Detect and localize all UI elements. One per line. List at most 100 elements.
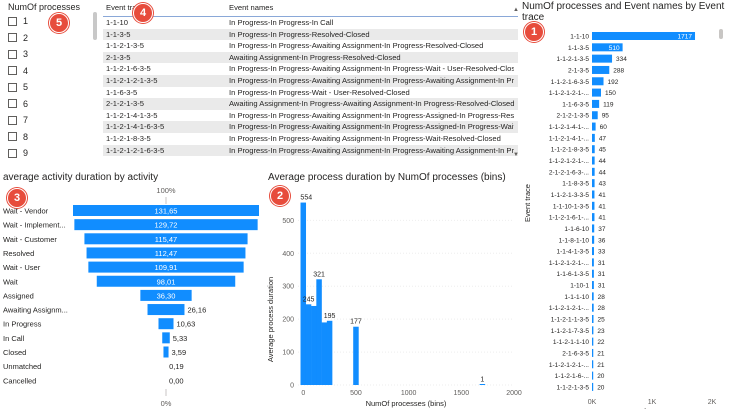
bar bbox=[592, 54, 613, 63]
bar-category-label: 1-1-2-1-1-3-5 bbox=[551, 317, 590, 324]
funnel-category-label: Cancelled bbox=[3, 376, 36, 385]
funnel-value-label: 109,91 bbox=[155, 263, 178, 272]
table-row[interactable]: 1-1-2-1-2-1-6-3-5 In Progress-In Progress… bbox=[103, 144, 518, 157]
bar-value-label: 28 bbox=[598, 305, 606, 312]
event-trace-cell: 1-1-2-1-2-1-6-3-5 bbox=[106, 145, 165, 155]
funnel-top-label: 100% bbox=[156, 186, 176, 195]
checkbox[interactable] bbox=[8, 16, 17, 26]
column-bar bbox=[300, 202, 307, 385]
bar-value-label: 334 bbox=[616, 56, 627, 63]
y-tick-label: 200 bbox=[282, 317, 294, 324]
slicer-item-label: 2 bbox=[23, 32, 29, 43]
event-names-cell: In Progress-In Progress-Resolved-Closed bbox=[229, 29, 370, 39]
chart-scrollbar-thumb[interactable] bbox=[719, 29, 723, 39]
funnel-bar bbox=[96, 275, 236, 287]
table-row[interactable]: 1-1-6-3-5 In Progress-In Progress-Wait - … bbox=[103, 87, 518, 99]
funnel-category-label: Assigned bbox=[3, 291, 34, 300]
checkbox[interactable] bbox=[8, 66, 17, 75]
funnel-category-label: Wait - Vendor bbox=[3, 207, 49, 216]
slicer-scrollbar[interactable] bbox=[93, 12, 97, 40]
table-row[interactable]: 1-1-2-1-2-1-3-5 In Progress-In Progress-A… bbox=[103, 75, 518, 87]
funnel-bottom-label: 0% bbox=[161, 399, 172, 408]
bar bbox=[592, 77, 604, 86]
funnel-value-label: 26,16 bbox=[187, 306, 206, 315]
slicer-item-4[interactable]: 4 bbox=[8, 65, 28, 77]
bar bbox=[592, 179, 595, 188]
y-tick-label: 0 bbox=[290, 383, 294, 390]
bar bbox=[592, 371, 594, 380]
bar bbox=[592, 382, 594, 391]
table-row[interactable]: 2-1-2-1-3-5 Awaiting Assignment-In Progre… bbox=[103, 98, 518, 110]
column-value-label: 195 bbox=[324, 313, 336, 320]
funnel-bar bbox=[84, 233, 248, 245]
funnel-bar bbox=[74, 219, 258, 231]
checkbox[interactable] bbox=[8, 82, 17, 92]
x-tick-label: 0 bbox=[301, 390, 305, 397]
event-names-cell: In Progress-In Progress-In Call bbox=[229, 18, 334, 27]
bar bbox=[592, 190, 595, 199]
bar-value-label: 1717 bbox=[678, 34, 693, 41]
slicer-item-7[interactable]: 7 bbox=[8, 114, 28, 126]
checkbox[interactable] bbox=[8, 115, 17, 125]
scroll-down-icon[interactable]: ▼ bbox=[513, 152, 519, 158]
x-tick-label: 1K bbox=[648, 399, 657, 406]
event-names-cell: In Progress-In Progress-Awaiting Assignm… bbox=[229, 110, 514, 120]
slicer-item-1[interactable]: 1 bbox=[8, 15, 28, 27]
bar-category-label: 1-1-2-1-3-3-5 bbox=[551, 192, 590, 199]
slicer-item-6[interactable]: 6 bbox=[8, 98, 28, 110]
table-row[interactable]: 1-1-2-1-4-1-6-3-5 In Progress-In Progress… bbox=[103, 121, 518, 133]
x-tick-label: 2K bbox=[708, 399, 717, 406]
table-header: Event trace Event names bbox=[103, 0, 518, 17]
chart-title-event-trace: NumOf processes and Event names by Event… bbox=[522, 1, 725, 23]
event-trace-cell: 2-1-3-5 bbox=[106, 52, 131, 62]
process-duration-column-chart: 0 100 200 300 400 500 0 500 1000 1500 2000 554 245 32… bbox=[266, 195, 522, 408]
annotation-badge-2: 2 bbox=[270, 186, 290, 206]
funnel-value-label: 98,01 bbox=[157, 277, 176, 286]
table-row[interactable]: 1-1-2-1-6-3-5 In Progress-In Progress-Awa… bbox=[103, 63, 518, 75]
y-axis-title: Event trace bbox=[523, 184, 532, 222]
table-row[interactable]: 1-1-2-1-3-5 In Progress-In Progress-Await… bbox=[103, 40, 518, 52]
bar bbox=[592, 111, 598, 120]
table-row[interactable]: 1-1-2-1-4-1-3-5 In Progress-In Progress-A… bbox=[103, 110, 518, 122]
column-value-label: 321 bbox=[313, 271, 325, 278]
table-scrollbar-track[interactable] bbox=[513, 14, 518, 160]
slicer-item-8[interactable]: 8 bbox=[8, 131, 28, 143]
funnel-category-label: In Call bbox=[3, 334, 25, 343]
checkbox[interactable] bbox=[8, 132, 17, 141]
bar bbox=[592, 88, 601, 97]
bar-category-label: 1-1-6-10 bbox=[564, 226, 589, 233]
event-names-cell: In Progress-In Progress-Awaiting Assignm… bbox=[229, 41, 484, 51]
table-row[interactable]: 1-1-10 In Progress-In Progress-In Call bbox=[103, 17, 518, 29]
column-header-event-trace[interactable]: Event trace bbox=[106, 3, 145, 12]
bar-value-label: 25 bbox=[598, 317, 606, 324]
x-axis-title: NumOf processes bbox=[622, 407, 682, 409]
table-row[interactable]: 1-1-2-1-8-3-5 In Progress-In Progress-Awa… bbox=[103, 133, 518, 145]
bar-category-label: 1-1-10-1-3-5 bbox=[553, 203, 590, 210]
bar bbox=[592, 315, 594, 323]
slicer-item-2[interactable]: 2 bbox=[8, 32, 28, 44]
checkbox[interactable] bbox=[8, 49, 17, 59]
funnel-bar bbox=[140, 289, 192, 301]
bar-category-label: 1-1-2-1-6-1-... bbox=[549, 215, 589, 222]
bar-category-label: 1-1-2-1-2-1-... bbox=[549, 158, 589, 165]
bar-value-label: 21 bbox=[597, 362, 605, 369]
slicer-item-9[interactable]: 9 bbox=[8, 147, 28, 159]
slicer-item-label: 1 bbox=[23, 16, 29, 26]
bar-value-label: 21 bbox=[597, 350, 605, 357]
scroll-up-icon[interactable]: ▲ bbox=[513, 7, 519, 13]
slicer-item-3[interactable]: 3 bbox=[8, 48, 28, 60]
checkbox[interactable] bbox=[8, 33, 17, 42]
table-row[interactable]: 1-1-3-5 In Progress-In Progress-Resolved-… bbox=[103, 28, 518, 41]
slicer-item-5[interactable]: 5 bbox=[8, 81, 28, 93]
funnel-value-label: 36,30 bbox=[157, 291, 176, 300]
column-header-event-names[interactable]: Event names bbox=[229, 3, 274, 12]
bar-category-label: 1-1-2-1-4-1-... bbox=[549, 124, 589, 131]
checkbox[interactable] bbox=[8, 148, 17, 158]
x-tick-label: 1500 bbox=[454, 390, 470, 397]
column-bar bbox=[479, 384, 486, 385]
table-row[interactable]: 2-1-3-5 Awaiting Assignment-In Progress-R… bbox=[103, 51, 518, 64]
funnel-category-label: Unmatched bbox=[3, 362, 41, 371]
bar bbox=[592, 145, 595, 154]
bar bbox=[592, 32, 696, 40]
checkbox[interactable] bbox=[8, 99, 17, 108]
